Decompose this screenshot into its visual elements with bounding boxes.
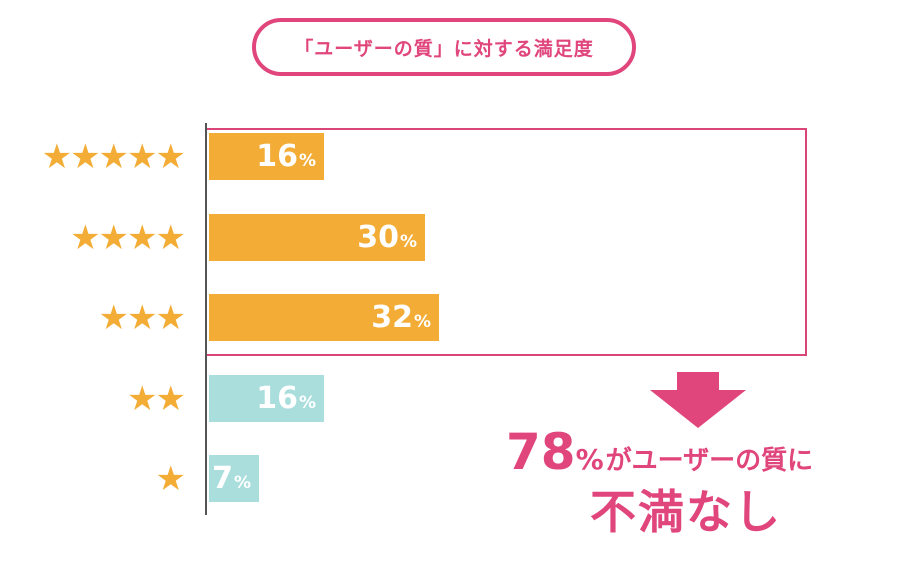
chart-title: 「ユーザーの質」に対する満足度: [252, 18, 636, 76]
annotation-suffix: がユーザーの質に: [605, 446, 814, 476]
data-label-unit: %: [413, 312, 431, 332]
bar-4-stars: 30%: [209, 214, 425, 261]
down-arrow-icon: [650, 372, 746, 428]
bar-1-stars: 7%: [209, 455, 259, 502]
data-label-unit: %: [233, 473, 251, 493]
data-label-value: 16: [256, 381, 298, 416]
annotation-unit: %: [575, 443, 604, 476]
category-label-5-stars: ★★★★★: [41, 137, 186, 177]
y-axis-line: [205, 123, 207, 515]
bar-5-stars: 16%: [209, 133, 324, 180]
category-label-3-stars: ★★★: [98, 298, 186, 338]
category-label-4-stars: ★★★★: [70, 218, 186, 258]
data-label-unit: %: [298, 393, 316, 413]
down-arrow-shape: [650, 372, 746, 428]
data-label-unit: %: [399, 232, 417, 252]
annotation-value: 78: [506, 423, 576, 481]
category-label-1-stars: ★: [155, 459, 187, 499]
data-label: 30%: [357, 214, 417, 261]
data-label-value: 30: [357, 220, 399, 255]
data-label: 16%: [256, 133, 316, 180]
annotation-line-1: 78%がユーザーの質に: [506, 422, 813, 482]
data-label-value: 7: [212, 461, 233, 496]
bar-2-stars: 16%: [209, 375, 324, 422]
annotation-line-2: 不満なし: [590, 485, 782, 539]
data-label: 32%: [371, 294, 431, 341]
data-label-value: 32: [371, 300, 413, 335]
data-label: 16%: [256, 375, 316, 422]
data-label-value: 16: [256, 139, 298, 174]
data-label: 7%: [212, 455, 251, 502]
category-label-2-stars: ★★: [127, 379, 186, 419]
data-label-unit: %: [298, 151, 316, 171]
bar-3-stars: 32%: [209, 294, 439, 341]
